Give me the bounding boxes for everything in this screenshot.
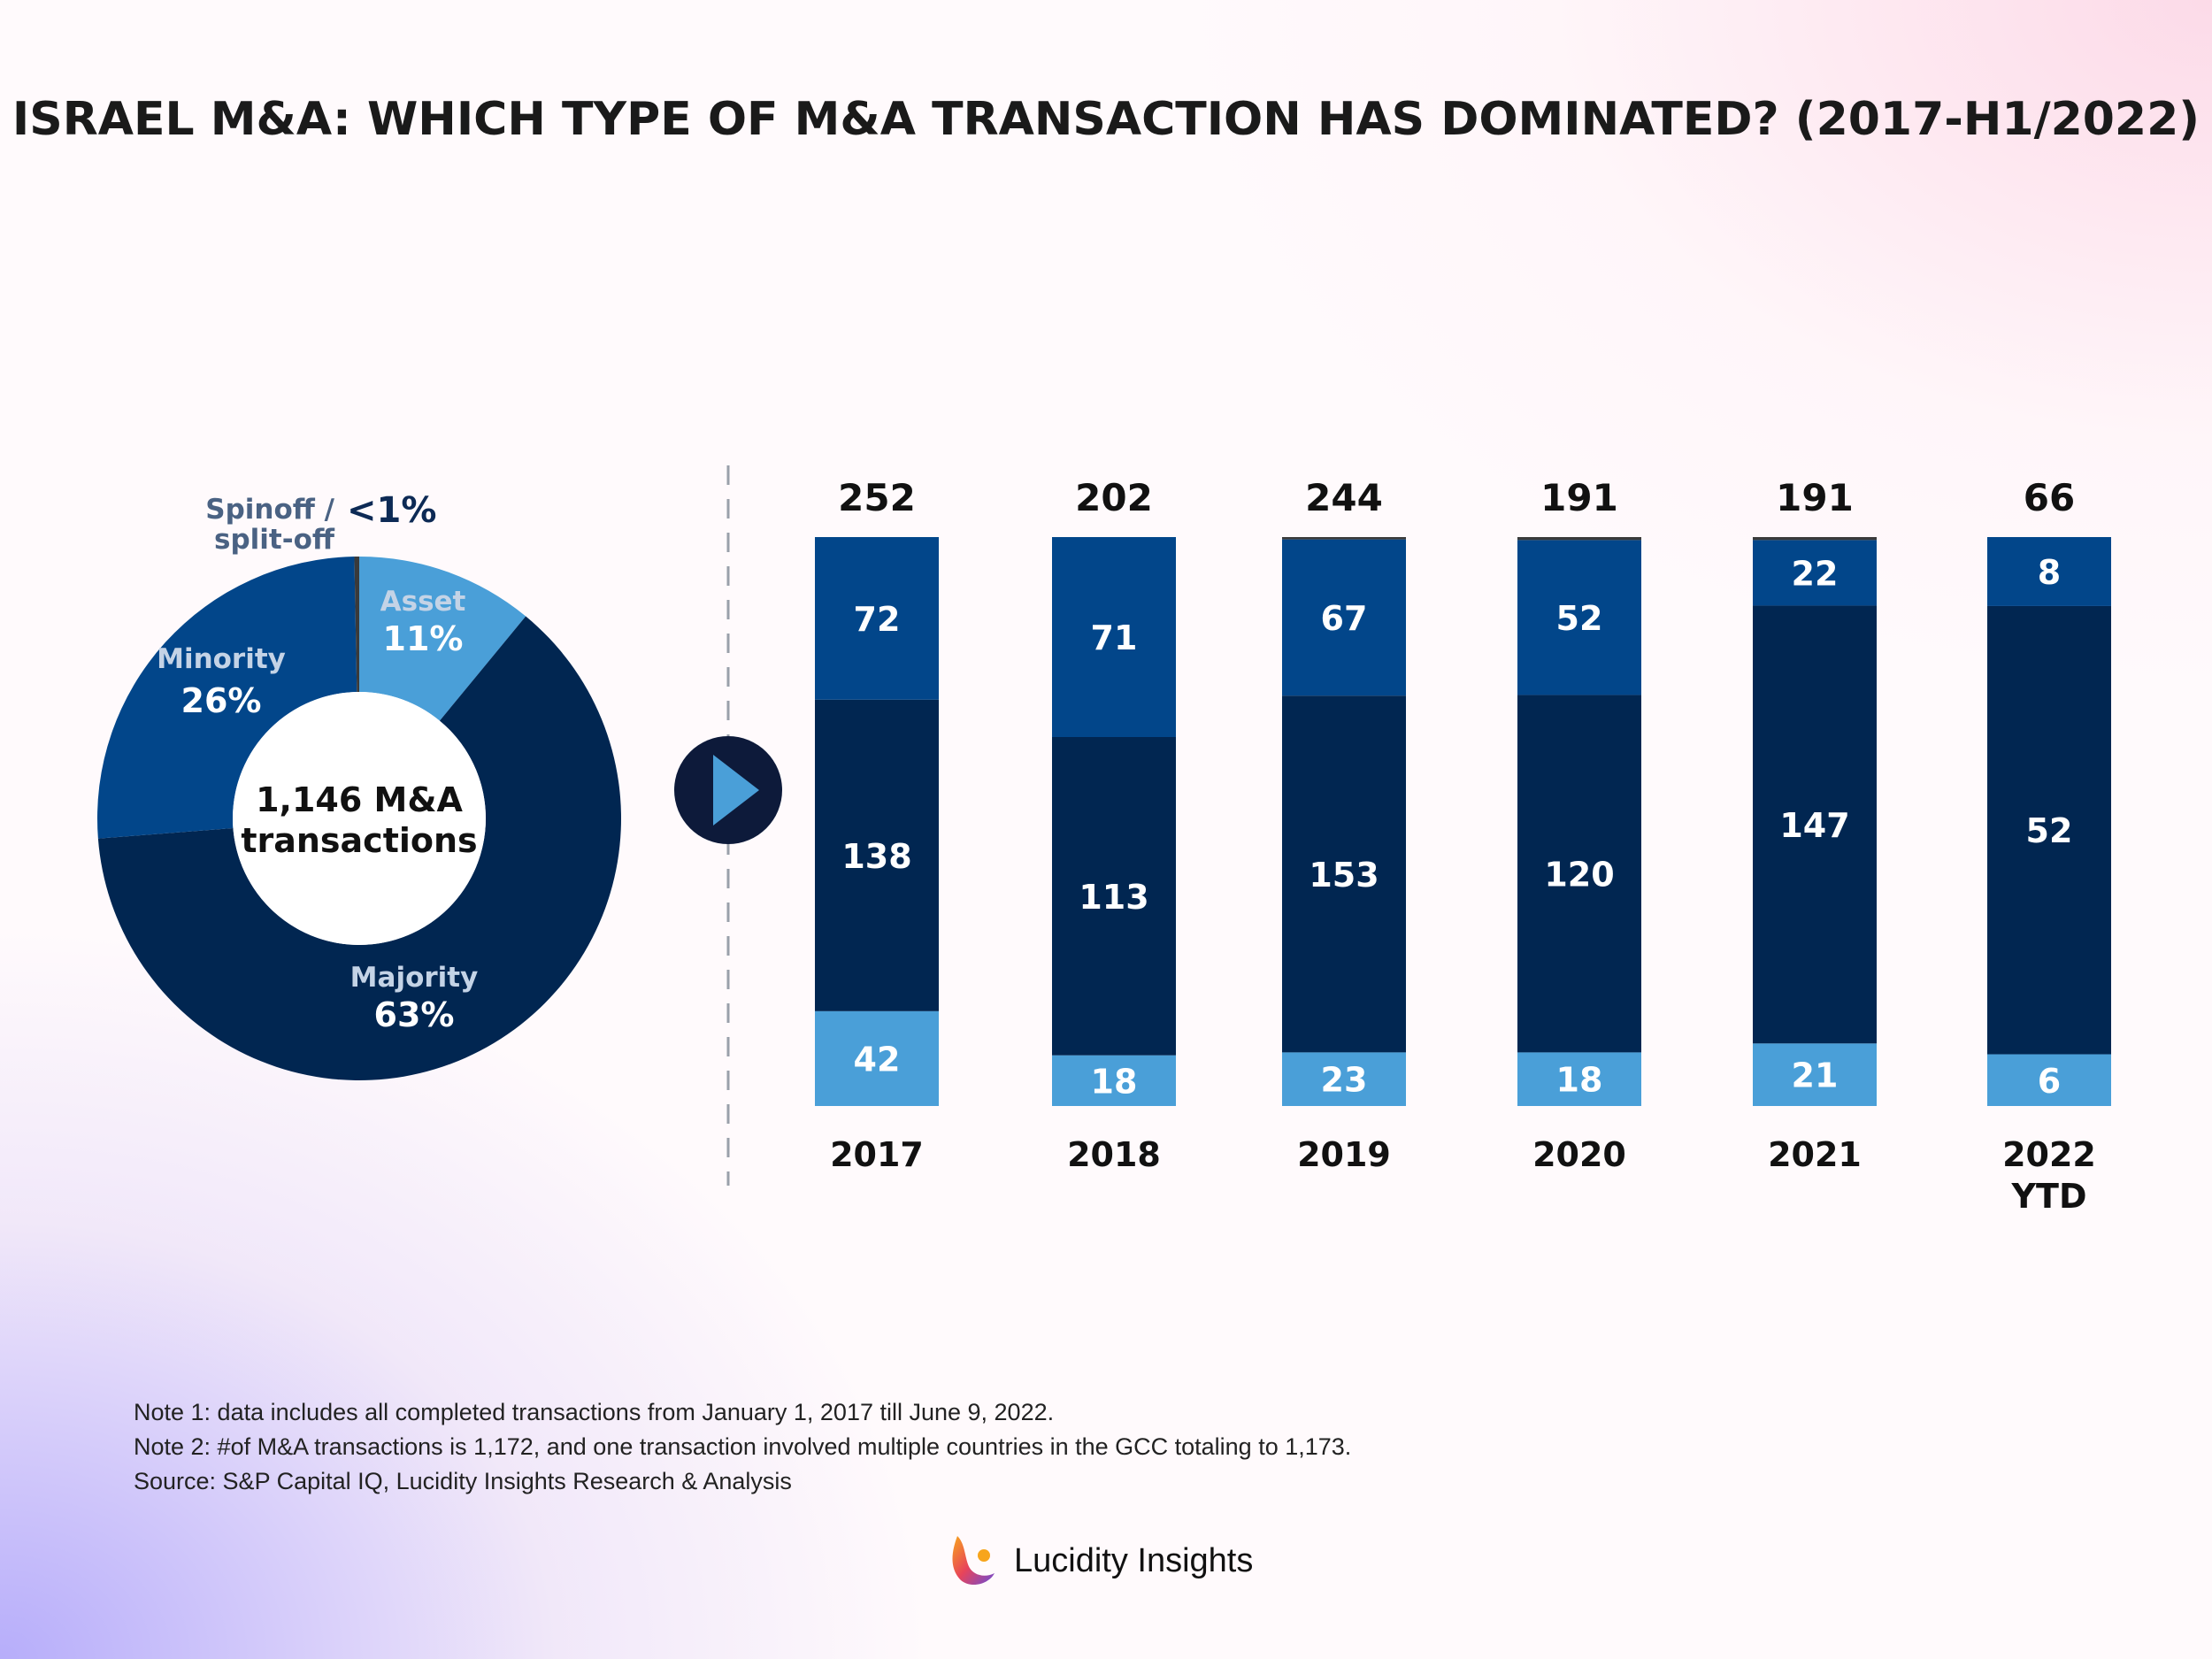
segment-value-label: 21: [1792, 1056, 1839, 1095]
chart-title: ISRAEL M&A: WHICH TYPE OF M&A TRANSACTIO…: [12, 93, 2200, 146]
slice-name-label: Spinoff /: [205, 494, 334, 526]
bar-segment-asset: [815, 1010, 939, 1106]
slice-value-label: 11%: [383, 619, 464, 658]
segment-value-label: 147: [1779, 806, 1849, 845]
segment-value-label: 71: [1091, 618, 1138, 657]
donut-center-label: transactions: [241, 821, 477, 860]
play-arrow-icon: [674, 736, 782, 844]
stacked-bar-chart: 42 138 72 252 2017 18 113 71 202 2018 23 153 67 244 20…: [815, 476, 2111, 1216]
donut-center-label: 1,146 M&A: [256, 780, 463, 819]
bar-segment-asset: [1517, 1052, 1641, 1106]
bar-total-label: 191: [1776, 476, 1854, 519]
bar-segment-majority: [1052, 737, 1176, 1056]
segment-value-label: 52: [2026, 811, 2073, 850]
bar-segment-minority: [1282, 539, 1406, 696]
bar-total-label: 66: [2024, 476, 2075, 519]
bar-segment-minority: [1753, 540, 1877, 606]
notes: Note 1: data includes all completed tran…: [134, 1395, 1351, 1499]
x-tick-label: YTD: [2011, 1177, 2087, 1216]
bar-segment-asset: [1987, 1054, 2111, 1106]
bar-total-label: 244: [1305, 476, 1383, 519]
slice-name-label: Minority: [157, 643, 286, 675]
donut-slice-asset: [359, 557, 526, 721]
logo-text: Lucidity Insights: [1014, 1541, 1254, 1579]
note-1: Note 1: data includes all completed tran…: [134, 1399, 1055, 1425]
bar-segment-majority: [1753, 605, 1877, 1044]
slice-value-label: 26%: [181, 681, 262, 720]
bar-segment-majority: [1987, 605, 2111, 1055]
slice-value-label: 63%: [374, 995, 455, 1034]
segment-value-label: 23: [1321, 1061, 1368, 1100]
segment-value-label: 153: [1309, 856, 1379, 895]
slice-name-label: Asset: [380, 586, 466, 618]
segment-value-label: 67: [1321, 599, 1368, 638]
bar-total-label: 191: [1540, 476, 1618, 519]
bar-segment-minority: [815, 537, 939, 700]
segment-value-label: 120: [1544, 855, 1614, 894]
bar-segment-spinoff: [1517, 537, 1641, 541]
donut-slice-minority: [97, 557, 357, 839]
x-tick-label: 2020: [1532, 1135, 1626, 1174]
segment-value-label: 8: [2038, 553, 2061, 592]
x-tick-label: 2022: [2002, 1135, 2096, 1174]
x-tick-label: 2018: [1067, 1135, 1161, 1174]
x-tick-label: 2019: [1297, 1135, 1391, 1174]
segment-value-label: 18: [1091, 1062, 1138, 1101]
slice-name-label: Majority: [350, 962, 479, 994]
bar-segment-asset: [1282, 1052, 1406, 1106]
segment-value-label: 18: [1556, 1061, 1603, 1100]
bar-segment-spinoff: [1282, 537, 1406, 540]
note-2: Note 2: #of M&A transactions is 1,172, a…: [134, 1433, 1352, 1460]
segment-value-label: 6: [2038, 1062, 2061, 1101]
bar-segment-majority: [1517, 695, 1641, 1053]
lucidity-logo-icon: [952, 1536, 995, 1586]
segment-value-label: 22: [1792, 554, 1839, 593]
x-tick-label: 2021: [1768, 1135, 1862, 1174]
logo: Lucidity Insights: [945, 1532, 1253, 1589]
segment-value-label: 42: [854, 1040, 901, 1079]
bar-segment-asset: [1052, 1055, 1176, 1106]
slice-value-label: <1%: [347, 490, 436, 531]
bar-segment-asset: [1753, 1043, 1877, 1106]
bar-segment-spinoff: [1753, 537, 1877, 541]
segment-value-label: 138: [841, 837, 911, 876]
bar-segment-majority: [1282, 695, 1406, 1053]
bar-segment-minority: [1517, 540, 1641, 695]
slice-name-label: split-off: [214, 524, 335, 556]
segment-value-label: 72: [854, 600, 901, 639]
bar-segment-minority: [1987, 537, 2111, 606]
bar-total-label: 252: [838, 476, 916, 519]
donut-slice-majority: [97, 616, 622, 1080]
x-tick-label: 2017: [830, 1135, 924, 1174]
donut-hole: [233, 692, 486, 945]
bar-total-label: 202: [1075, 476, 1153, 519]
bar-segment-minority: [1052, 537, 1176, 738]
source-note: Source: S&P Capital IQ, Lucidity Insight…: [134, 1468, 792, 1494]
donut-slice-spinoff: [354, 557, 359, 693]
segment-value-label: 113: [1079, 878, 1148, 917]
segment-value-label: 52: [1556, 599, 1603, 638]
bar-segment-majority: [815, 699, 939, 1011]
